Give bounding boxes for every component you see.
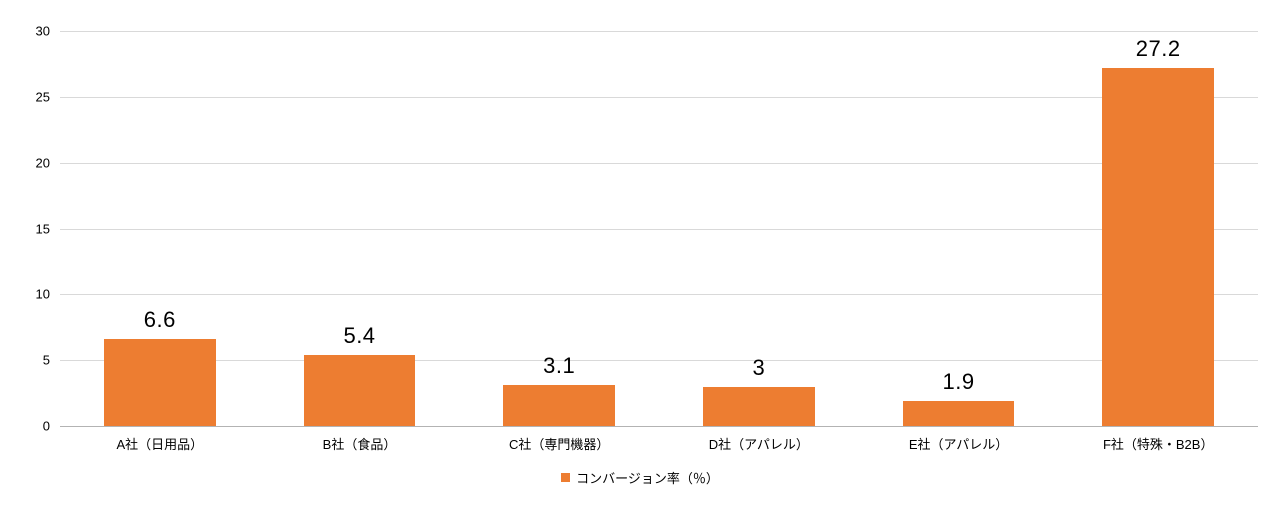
bar-value-0: 6.6 xyxy=(144,307,176,333)
bar-slot-5: 27.2 xyxy=(1058,31,1258,426)
bar-0 xyxy=(104,339,216,426)
bar-value-4: 1.9 xyxy=(942,369,974,395)
xlabel-1: B社（食品） xyxy=(260,434,460,453)
bar-1 xyxy=(304,355,416,426)
ytick-30: 30 xyxy=(36,24,60,39)
bar-slot-1: 5.4 xyxy=(260,31,460,426)
ytick-5: 5 xyxy=(43,353,60,368)
ytick-0: 0 xyxy=(43,419,60,434)
bar-2 xyxy=(503,385,615,426)
x-axis-labels: A社（日用品） B社（食品） C社（専門機器） D社（アパレル） E社（アパレル… xyxy=(60,434,1258,453)
bar-5 xyxy=(1102,68,1214,426)
bar-slot-0: 6.6 xyxy=(60,31,260,426)
conversion-rate-bar-chart: 30 25 20 15 10 5 0 6.6 5.4 3.1 3 xyxy=(0,0,1280,514)
legend-swatch xyxy=(561,473,570,482)
xlabel-5: F社（特殊・B2B） xyxy=(1058,434,1258,453)
legend: コンバージョン率（％） xyxy=(0,468,1280,487)
ytick-10: 10 xyxy=(36,287,60,302)
xlabel-4: E社（アパレル） xyxy=(859,434,1059,453)
bar-slot-3: 3 xyxy=(659,31,859,426)
bar-value-5: 27.2 xyxy=(1136,36,1181,62)
baseline-0 xyxy=(60,426,1258,427)
legend-label: コンバージョン率（％） xyxy=(576,468,719,487)
bar-value-1: 5.4 xyxy=(343,323,375,349)
xlabel-3: D社（アパレル） xyxy=(659,434,859,453)
bar-value-3: 3 xyxy=(752,355,765,381)
ytick-20: 20 xyxy=(36,155,60,170)
ytick-25: 25 xyxy=(36,89,60,104)
xlabel-2: C社（専門機器） xyxy=(459,434,659,453)
bar-slot-4: 1.9 xyxy=(859,31,1059,426)
ytick-15: 15 xyxy=(36,221,60,236)
bar-3 xyxy=(703,387,815,427)
xlabel-0: A社（日用品） xyxy=(60,434,260,453)
bar-4 xyxy=(903,401,1015,426)
bar-value-2: 3.1 xyxy=(543,353,575,379)
bar-slot-2: 3.1 xyxy=(459,31,659,426)
bars-container: 6.6 5.4 3.1 3 1.9 27.2 xyxy=(60,31,1258,426)
plot-area: 30 25 20 15 10 5 0 6.6 5.4 3.1 3 xyxy=(60,31,1258,426)
